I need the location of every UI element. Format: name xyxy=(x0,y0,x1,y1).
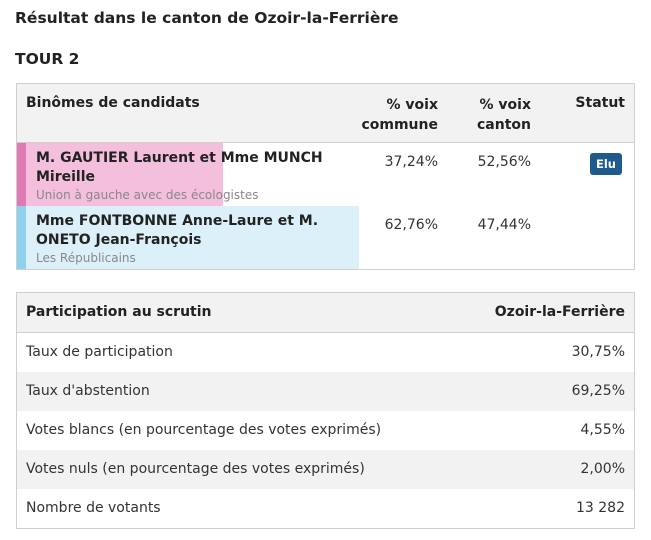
participation-row: Nombre de votants 13 282 xyxy=(17,489,634,528)
candidate-canton-pct: 47,44% xyxy=(477,217,531,233)
header-participation: Participation au scrutin xyxy=(26,304,212,320)
header-canton-pct: % voix canton xyxy=(477,97,531,133)
header-candidates: Binômes de candidats xyxy=(26,95,200,111)
participation-label: Taux d'abstention xyxy=(26,383,150,399)
candidate-share-bar xyxy=(26,143,223,206)
participation-row: Votes blancs (en pourcentage des votes e… xyxy=(17,411,634,450)
candidate-name: M. GAUTIER Laurent et Mme MUNCH Mireille xyxy=(36,150,323,185)
candidate-name: Mme FONTBONNE Anne-Laure et M. ONETO Jea… xyxy=(36,213,319,248)
participation-table-header: Participation au scrutin Ozoir-la-Ferriè… xyxy=(17,293,634,333)
candidate-commune-pct: 62,76% xyxy=(384,217,438,233)
participation-label: Votes nuls (en pourcentage des votes exp… xyxy=(26,461,365,477)
participation-row: Taux de participation 30,75% xyxy=(17,333,634,372)
header-commune-pct: % voix commune xyxy=(361,97,438,133)
candidate-commune-pct: 37,24% xyxy=(384,154,438,170)
candidate-canton-pct: 52,56% xyxy=(477,154,531,170)
candidate-color-bar xyxy=(17,206,26,269)
candidate-party: Les Républicains xyxy=(36,251,136,265)
participation-value: 13 282 xyxy=(576,500,625,516)
candidate-row: Mme FONTBONNE Anne-Laure et M. ONETO Jea… xyxy=(17,206,634,269)
page-title: Résultat dans le canton de Ozoir-la-Ferr… xyxy=(15,9,399,27)
candidate-share-bar xyxy=(26,206,359,269)
candidates-table-header: Binômes de candidats % voix commune % vo… xyxy=(17,84,634,143)
participation-value: 69,25% xyxy=(571,383,625,399)
participation-value: 30,75% xyxy=(571,344,625,360)
participation-row: Taux d'abstention 69,25% xyxy=(17,372,634,411)
participation-label: Taux de participation xyxy=(26,344,173,360)
candidate-color-bar xyxy=(17,143,26,206)
candidate-row: M. GAUTIER Laurent et Mme MUNCH Mireille… xyxy=(17,143,634,206)
participation-row: Votes nuls (en pourcentage des votes exp… xyxy=(17,450,634,489)
candidates-table: Binômes de candidats % voix commune % vo… xyxy=(16,83,635,270)
round-title: TOUR 2 xyxy=(15,50,80,68)
participation-label: Votes blancs (en pourcentage des votes e… xyxy=(26,422,382,438)
candidate-party: Union à gauche avec des écologistes xyxy=(36,188,259,202)
header-commune: Ozoir-la-Ferrière xyxy=(494,304,625,320)
participation-table: Participation au scrutin Ozoir-la-Ferriè… xyxy=(16,292,635,529)
header-status: Statut xyxy=(575,95,625,111)
participation-value: 2,00% xyxy=(580,461,625,477)
participation-rows: Taux de participation 30,75% Taux d'abst… xyxy=(17,333,634,528)
participation-label: Nombre de votants xyxy=(26,500,161,516)
participation-value: 4,55% xyxy=(580,422,625,438)
elected-badge: Elu xyxy=(590,153,622,175)
